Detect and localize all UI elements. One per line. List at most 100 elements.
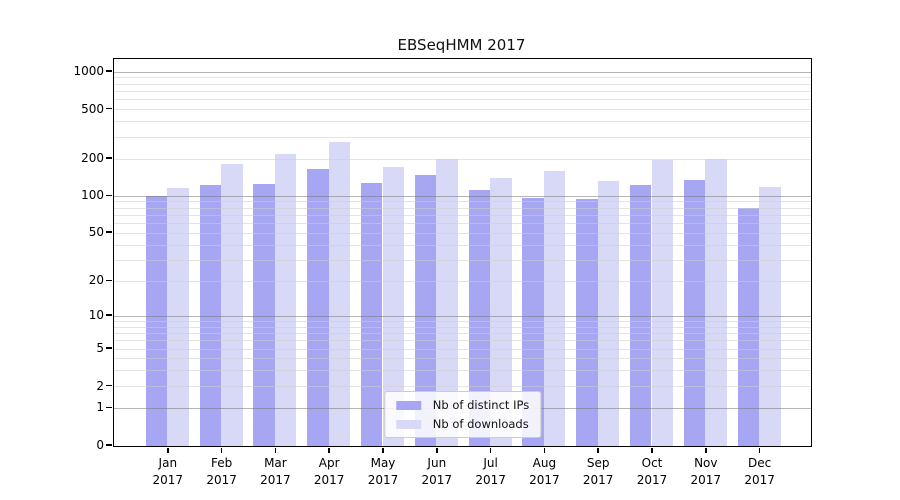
gridline-minor [114, 326, 811, 328]
gridline-minor [114, 280, 811, 282]
y-tick-mark [106, 231, 112, 233]
bar-downloads [328, 141, 351, 446]
bar-distinct-ips [199, 185, 222, 446]
x-axis-tick-label: Mar 2017 [260, 456, 291, 487]
gridline-minor [114, 386, 811, 388]
bar-distinct-ips [414, 175, 437, 446]
gridline-minor [114, 136, 811, 138]
y-tick-mark [106, 384, 112, 387]
legend-swatch [395, 400, 421, 410]
x-axis-tick-label: Jan 2017 [152, 456, 184, 487]
legend-label: Nb of downloads [432, 417, 529, 431]
gridline-minor [114, 90, 811, 92]
x-tick-mark [382, 448, 384, 453]
bar-distinct-ips [683, 180, 706, 446]
bar-distinct-ips [360, 183, 383, 446]
gridline-minor [114, 201, 811, 203]
legend-swatch [395, 419, 421, 429]
gridline-minor [114, 99, 811, 101]
gridline-minor [114, 109, 811, 111]
y-axis-tick-label: 500 [81, 101, 104, 116]
y-axis-tick-label: 10 [88, 308, 104, 323]
x-tick-mark [328, 448, 330, 453]
gridline-minor [114, 121, 811, 123]
bar-distinct-ips [576, 199, 598, 446]
gridline-minor [114, 358, 811, 360]
y-tick-mark [106, 194, 112, 196]
y-axis-tick-label: 1 [96, 400, 104, 415]
gridline-minor [114, 214, 811, 216]
legend-label: Nb of distinct IPs [432, 398, 530, 412]
gridline-minor [114, 207, 811, 209]
y-tick-mark [106, 444, 112, 446]
y-axis-tick-label: 20 [88, 273, 104, 288]
bar-downloads [382, 166, 405, 446]
x-axis-tick-label: Aug 2017 [529, 456, 560, 487]
bar-distinct-ips [307, 169, 329, 446]
y-tick-mark [106, 70, 112, 72]
x-tick-mark [167, 448, 169, 453]
gridline-minor [114, 244, 811, 246]
x-tick-mark [436, 448, 438, 453]
y-axis-tick-label: 0 [96, 438, 104, 452]
x-tick-mark [543, 448, 546, 453]
gridline-minor [114, 77, 811, 79]
bar-distinct-ips [468, 190, 491, 446]
gridline-minor [114, 223, 811, 225]
bar-downloads [436, 159, 458, 446]
y-tick-mark [106, 314, 112, 316]
x-axis-tick-label: Apr 2017 [313, 456, 345, 487]
x-tick-mark [651, 448, 653, 453]
y-axis-tick-label: 2 [96, 378, 104, 393]
y-tick-mark [106, 406, 112, 409]
y-axis-tick-label: 5 [96, 341, 104, 356]
y-tick-mark [106, 279, 112, 281]
y-axis-tick-label: 50 [88, 225, 104, 240]
x-axis-tick-label: Jun 2017 [421, 456, 453, 487]
x-axis-tick-label: Jul 2017 [475, 456, 506, 487]
x-axis-tick-label: Feb 2017 [206, 456, 237, 487]
bar-distinct-ips [629, 184, 652, 446]
bar-downloads [274, 153, 297, 446]
chart-title: EBSeqHMM 2017 [397, 36, 526, 54]
gridline-minor [114, 232, 811, 234]
y-tick-mark [106, 347, 112, 349]
gridline-major [114, 315, 811, 317]
gridline-minor [114, 259, 811, 261]
x-tick-mark [758, 448, 761, 453]
legend-item: Nb of downloads [395, 417, 529, 431]
bar-downloads [705, 158, 727, 446]
gridline-minor [114, 83, 811, 85]
x-axis-tick-label: Nov 2017 [690, 456, 722, 487]
gridline-minor [114, 320, 811, 322]
bar-downloads [543, 170, 566, 446]
bar-distinct-ips [253, 183, 275, 446]
legend-item: Nb of distinct IPs [395, 398, 530, 412]
y-axis-tick-label: 200 [81, 151, 104, 166]
gridline-major [114, 71, 811, 73]
x-tick-mark [220, 448, 223, 453]
bar-downloads [651, 160, 674, 446]
y-axis-tick-label: 1000 [73, 64, 104, 79]
y-tick-mark [106, 107, 112, 110]
bar-downloads [167, 187, 189, 446]
gridline-minor [114, 340, 811, 342]
gridline-minor [114, 370, 811, 372]
x-tick-mark [597, 448, 599, 453]
legend: Nb of distinct IPs Nb of downloads [383, 391, 542, 438]
bar-downloads [597, 180, 620, 446]
gridline-minor [114, 348, 811, 350]
x-tick-mark [274, 448, 277, 453]
x-axis-tick-label: Oct 2017 [636, 456, 668, 487]
bar-downloads [221, 163, 243, 446]
y-tick-mark [106, 157, 112, 159]
x-axis-tick-label: May 2017 [367, 456, 399, 487]
gridline-major [114, 195, 811, 197]
plot-area: Nb of distinct IPs Nb of downloads [113, 58, 812, 447]
gridline-minor [114, 332, 811, 334]
y-axis-tick-label: 100 [81, 188, 104, 203]
x-tick-mark [705, 448, 707, 453]
x-axis-tick-label: Dec 2017 [744, 456, 775, 487]
x-axis-tick-label: Sep 2017 [582, 456, 614, 487]
